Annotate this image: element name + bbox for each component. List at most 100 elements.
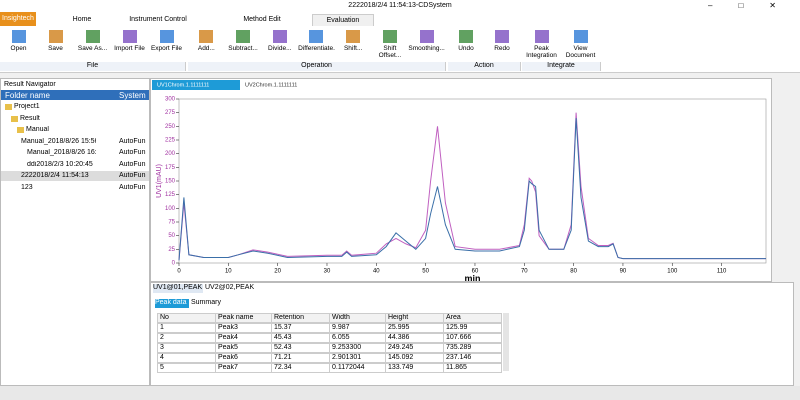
tree-item[interactable]: Result: [20, 114, 40, 122]
table-cell: 125.99: [443, 323, 502, 333]
x-tick-label: 110: [717, 269, 727, 275]
ribbon-button[interactable]: Divide...: [261, 28, 298, 61]
y-tick-label: 25: [168, 247, 175, 253]
table-cell: Peak7: [215, 363, 272, 373]
tree-item[interactable]: 2222018/2/4 11:54:13: [21, 172, 89, 179]
tree-system: AutoFun: [119, 172, 146, 179]
y-tick-label: 200: [165, 151, 176, 157]
x-tick-label: 10: [225, 269, 232, 275]
tab[interactable]: Evaluation: [312, 14, 374, 26]
chart-panel: UV1Chrom.1.1111111 UV2Chrom.1.1111111 0 25 5…: [150, 78, 772, 282]
y-tick-label: 150: [165, 179, 176, 185]
button-icon: [573, 30, 588, 43]
tree-system: AutoFun: [119, 183, 146, 191]
tree-item[interactable]: Manual_2018/8/26 15:56:...: [21, 137, 96, 145]
panel-title: Result Navigator: [4, 81, 56, 88]
ribbon-button[interactable]: Undo: [448, 28, 484, 61]
y-axis-label: UV1(mAU): [156, 164, 163, 198]
table-cell: Peak4: [215, 333, 272, 343]
panel-tab[interactable]: UV2@02,PEAK: [205, 284, 255, 291]
trace: [178, 112, 766, 261]
tab[interactable]: Home: [72, 16, 92, 23]
table-cell: 3: [157, 343, 216, 353]
table-cell: 72.34: [271, 363, 330, 373]
ribbon-button[interactable]: Peak Integration: [522, 28, 561, 61]
table-cell: 249.245: [385, 343, 444, 353]
ribbon-button[interactable]: Add...: [188, 28, 225, 61]
y-tick-label: 0: [172, 261, 176, 267]
column-label: System: [119, 91, 146, 100]
table-cell: 2.901301: [329, 353, 386, 363]
button-icon: [419, 30, 434, 43]
tree-item[interactable]: Manual_2018/8/26 16:23:...: [27, 149, 96, 156]
group-label: Operation: [188, 62, 446, 71]
sub-tab[interactable]: Peak data: [155, 299, 189, 308]
button-label: Export File: [150, 45, 183, 52]
ribbon-button[interactable]: Import File: [111, 28, 148, 61]
group-label: Integrate: [522, 62, 601, 71]
chart-tab-label: UV2Chrom.1.1111111: [245, 82, 297, 88]
tab[interactable]: Method Edit: [243, 16, 281, 23]
button-label: Peak Integration: [526, 45, 557, 59]
table-cell: 45.43: [271, 333, 330, 343]
table-header: Area: [443, 313, 502, 323]
ribbon-button[interactable]: Shift Offset...: [372, 28, 409, 61]
button-icon: [382, 30, 397, 43]
table-header: Retention: [271, 313, 330, 323]
scrollbar: [503, 313, 509, 371]
chart-tab-label: UV1Chrom.1.1111111: [157, 82, 209, 88]
ribbon-button[interactable]: Save As...: [74, 28, 111, 61]
ribbon-button[interactable]: View Document: [561, 28, 600, 61]
ribbon-button[interactable]: Open: [0, 28, 37, 61]
table-cell: 4: [157, 353, 216, 363]
table-cell: 1: [157, 323, 216, 333]
tree-item[interactable]: ddi2018/2/3 10:20:45: [27, 160, 93, 168]
table-header: Width: [329, 313, 386, 323]
status-bar: [0, 386, 800, 400]
x-tick-label: 70: [521, 269, 528, 275]
x-tick-label: 0: [177, 269, 181, 275]
button-icon: [346, 30, 361, 43]
x-tick-label: 30: [324, 269, 331, 275]
table-cell: 735.289: [443, 343, 502, 353]
button-icon: [459, 30, 473, 43]
chart-tab: [152, 80, 240, 90]
window-controls[interactable]: –□✕: [708, 1, 798, 10]
tree-item[interactable]: 123: [21, 183, 33, 191]
button-icon: [495, 30, 509, 43]
button-icon: [236, 30, 251, 43]
ribbon-button[interactable]: Subtract...: [225, 28, 262, 61]
button-label: Shift Offset...: [378, 45, 402, 59]
trace: [178, 118, 766, 261]
tree-item[interactable]: Manual: [26, 126, 49, 133]
table-cell: 0.1172044: [329, 363, 386, 373]
table-header: Peak name: [215, 313, 272, 323]
ribbon-button[interactable]: Redo: [484, 28, 520, 61]
y-tick-label: 225: [165, 138, 176, 144]
y-tick-label: 175: [165, 165, 176, 171]
table-cell: 11.865: [443, 363, 502, 373]
title-bar: 2222018/2/4 11:54:13-CDSystem –□✕: [0, 0, 800, 12]
tree-item[interactable]: Project1: [14, 103, 40, 110]
logo: Insightech: [0, 12, 36, 26]
y-tick-label: 75: [168, 220, 175, 226]
ribbon-button[interactable]: Save: [37, 28, 74, 61]
tab[interactable]: Instrument Control: [129, 16, 187, 23]
button-icon: [122, 30, 137, 43]
table-header: No: [157, 313, 216, 323]
button-icon: [85, 30, 100, 43]
group-label: File: [0, 62, 186, 71]
button-label: Add...: [197, 45, 215, 52]
ribbon-button[interactable]: Export File: [148, 28, 185, 61]
ribbon-button[interactable]: Shift...: [335, 28, 372, 61]
sub-tab[interactable]: Summary: [191, 299, 221, 306]
panel-tab[interactable]: UV1@01,PEAK: [153, 284, 203, 293]
button-icon: [199, 30, 214, 43]
ribbon-button[interactable]: Smoothing...: [408, 28, 445, 61]
table-cell: 107.666: [443, 333, 502, 343]
ribbon-button[interactable]: Differentiate...: [298, 28, 335, 61]
table-cell: 133.749: [385, 363, 444, 373]
folder-icon: [17, 127, 24, 133]
button-label: Subtract...: [228, 45, 258, 52]
